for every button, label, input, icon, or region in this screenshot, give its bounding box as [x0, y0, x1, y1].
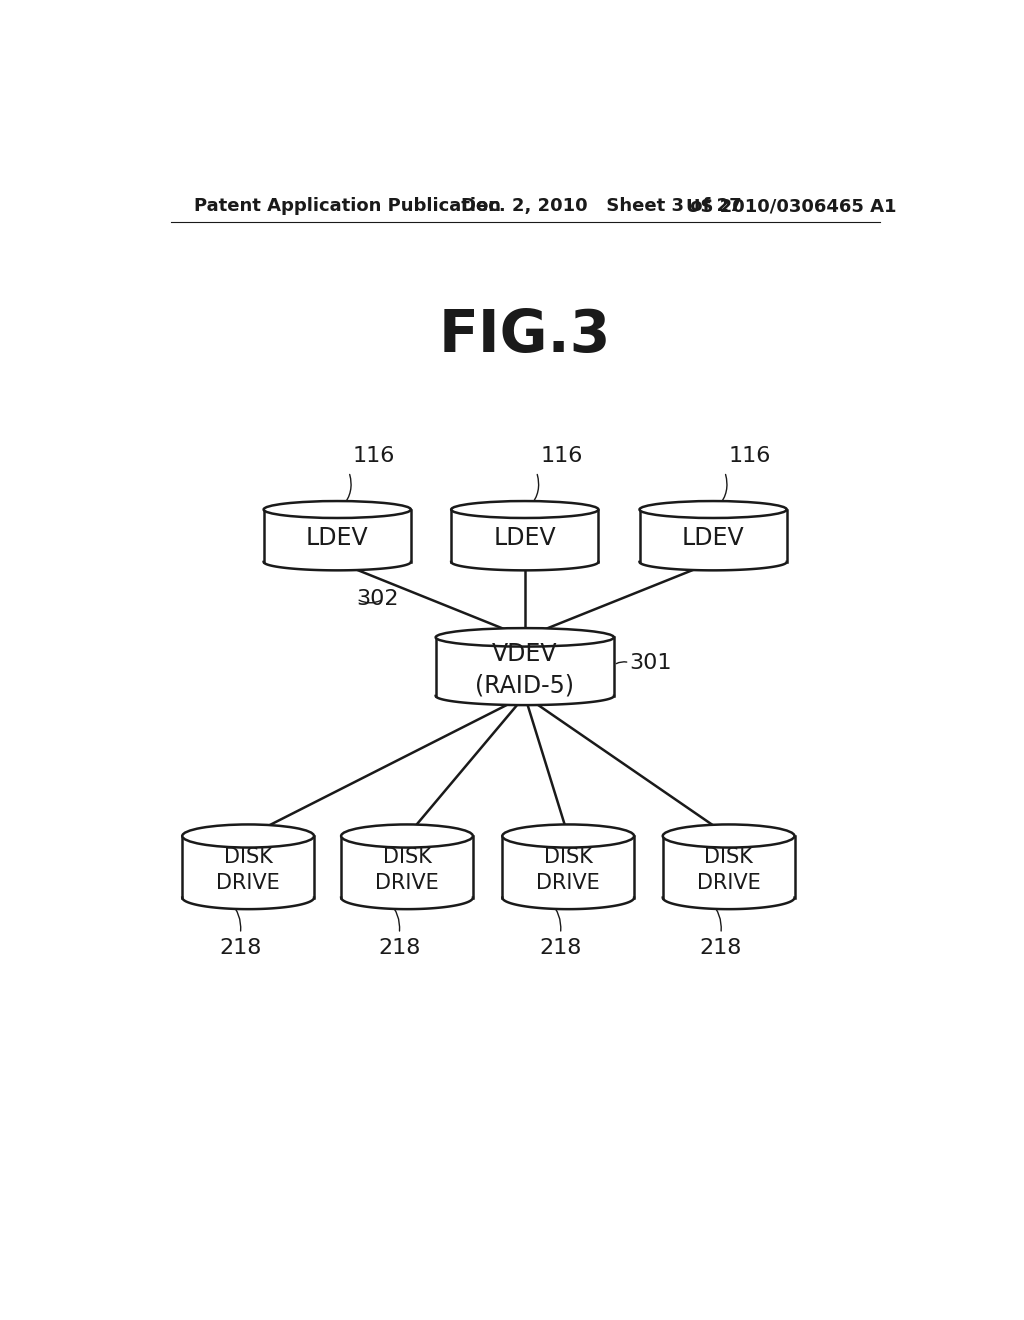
Text: 218: 218	[540, 939, 582, 958]
Ellipse shape	[341, 825, 473, 847]
Ellipse shape	[263, 502, 411, 517]
Text: FIG.3: FIG.3	[438, 308, 611, 364]
Bar	[341, 836, 473, 898]
Ellipse shape	[663, 825, 795, 847]
Text: 218: 218	[219, 939, 261, 958]
Bar	[435, 638, 614, 696]
Text: DISK
DRIVE: DISK DRIVE	[216, 847, 280, 894]
Text: 301: 301	[630, 653, 672, 673]
Text: 116: 116	[729, 446, 771, 466]
Text: LDEV: LDEV	[306, 527, 369, 550]
Ellipse shape	[435, 628, 614, 647]
Text: DISK
DRIVE: DISK DRIVE	[696, 847, 761, 894]
Ellipse shape	[452, 553, 598, 570]
Ellipse shape	[503, 886, 634, 909]
Text: LDEV: LDEV	[682, 527, 744, 550]
Ellipse shape	[640, 553, 786, 570]
Text: 116: 116	[352, 446, 395, 466]
Ellipse shape	[503, 825, 634, 847]
Bar	[503, 836, 634, 898]
Text: US 2010/0306465 A1: US 2010/0306465 A1	[686, 197, 896, 215]
Ellipse shape	[435, 686, 614, 705]
Text: Dec. 2, 2010   Sheet 3 of 27: Dec. 2, 2010 Sheet 3 of 27	[461, 197, 741, 215]
Text: VDEV
(RAID-5): VDEV (RAID-5)	[475, 642, 574, 697]
Ellipse shape	[182, 886, 314, 909]
Bar	[182, 836, 314, 898]
Ellipse shape	[452, 502, 598, 517]
Text: 116: 116	[541, 446, 583, 466]
Text: DISK
DRIVE: DISK DRIVE	[537, 847, 600, 894]
Ellipse shape	[263, 553, 411, 570]
Text: Patent Application Publication: Patent Application Publication	[194, 197, 501, 215]
Ellipse shape	[640, 502, 786, 517]
Ellipse shape	[182, 825, 314, 847]
Ellipse shape	[341, 886, 473, 909]
Text: 302: 302	[356, 589, 399, 609]
Bar	[663, 836, 795, 898]
Ellipse shape	[663, 886, 795, 909]
Bar	[452, 510, 598, 562]
Text: LDEV: LDEV	[494, 527, 556, 550]
Text: DISK
DRIVE: DISK DRIVE	[375, 847, 439, 894]
Bar	[640, 510, 786, 562]
Text: 218: 218	[378, 939, 421, 958]
Text: 218: 218	[699, 939, 742, 958]
Bar	[263, 510, 411, 562]
